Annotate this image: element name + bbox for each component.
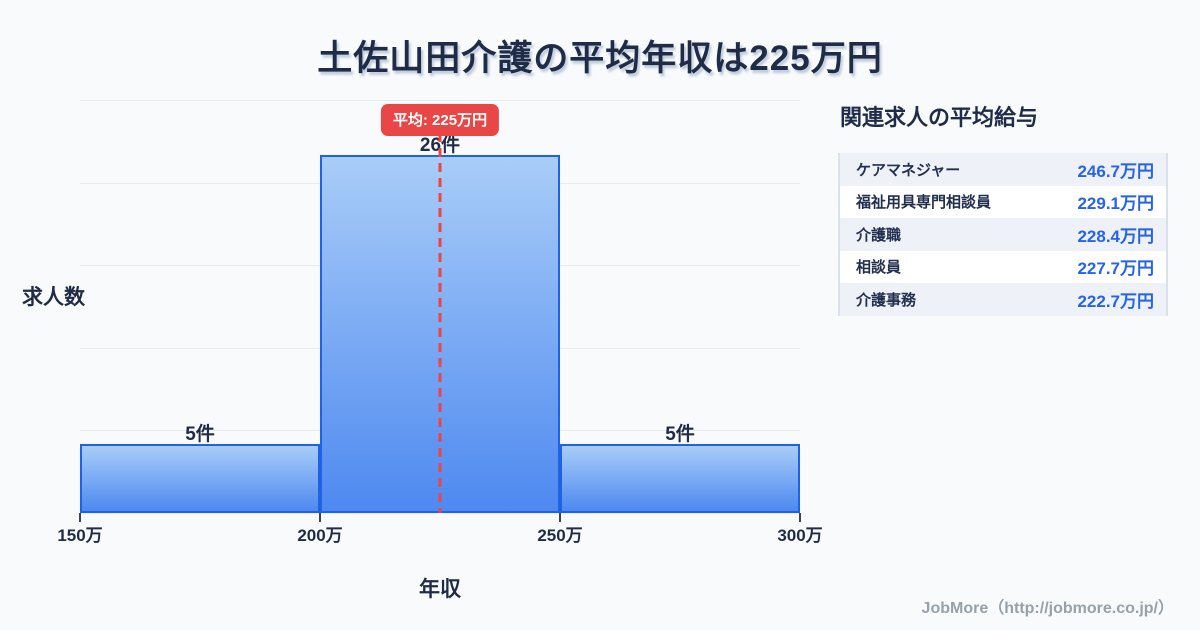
gridline bbox=[80, 100, 800, 101]
job-name: 福祉用具専門相談員 bbox=[856, 194, 992, 212]
bar-150-200: 5件 bbox=[80, 424, 320, 513]
list-item: 相談員 227.7万円 bbox=[840, 250, 1166, 283]
related-salaries-panel: 関連求人の平均給与 ケアマネジャー 246.7万円福祉用具専門相談員 229.1万円… bbox=[838, 100, 1168, 316]
bar-250-300: 5件 bbox=[559, 424, 800, 513]
list-item: ケアマネジャー 246.7万円 bbox=[840, 153, 1166, 186]
y-axis-label: 求人数 bbox=[22, 286, 85, 309]
x-axis-label: 年収 bbox=[419, 578, 461, 601]
x-axis-tick bbox=[558, 513, 561, 522]
source-attribution: JobMore（http://jobmore.co.jp/） bbox=[921, 600, 1174, 617]
x-axis-tick bbox=[318, 513, 321, 522]
x-axis-tick bbox=[79, 513, 81, 522]
x-tick-label-250: 250万 bbox=[537, 526, 583, 545]
x-axis-tick bbox=[799, 513, 801, 522]
job-salary: 222.7万円 bbox=[1077, 291, 1154, 311]
job-salary: 229.1万円 bbox=[1077, 194, 1154, 214]
related-salaries-list: ケアマネジャー 246.7万円福祉用具専門相談員 229.1万円介護職 228.4万円… bbox=[838, 153, 1168, 316]
list-item: 介護事務 222.7万円 bbox=[840, 283, 1166, 316]
job-salary: 228.4万円 bbox=[1077, 226, 1154, 246]
x-tick-label-200: 200万 bbox=[297, 526, 343, 545]
list-item: 介護職 228.4万円 bbox=[840, 218, 1166, 251]
bar-count-label: 5件 bbox=[665, 424, 695, 446]
histogram-plot: 5件 26件 5件 bbox=[79, 100, 801, 522]
average-badge: 平均: 225万円 bbox=[380, 104, 500, 136]
related-salaries-heading: 関連求人の平均給与 bbox=[840, 105, 1039, 130]
gridline bbox=[80, 513, 800, 514]
job-name: 介護事務 bbox=[856, 291, 917, 309]
job-name: ケアマネジャー bbox=[856, 161, 961, 179]
job-name: 相談員 bbox=[856, 259, 902, 277]
job-salary: 227.7万円 bbox=[1077, 259, 1154, 279]
average-line bbox=[438, 133, 442, 513]
list-item: 福祉用具専門相談員 229.1万円 bbox=[840, 185, 1166, 218]
job-salary: 246.7万円 bbox=[1077, 161, 1154, 181]
x-tick-label-150: 150万 bbox=[57, 526, 103, 545]
page-title: 土佐山田介護の平均年収は225万円 bbox=[317, 39, 883, 78]
bar-count-label: 5件 bbox=[185, 424, 215, 446]
x-tick-label-300: 300万 bbox=[777, 526, 823, 545]
job-name: 介護職 bbox=[856, 226, 902, 244]
